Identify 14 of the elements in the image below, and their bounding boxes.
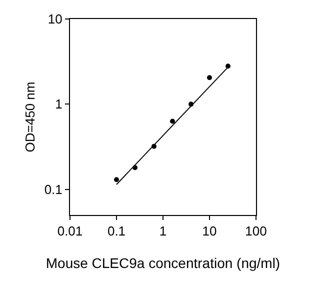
y-tick-label: 10 <box>48 12 62 27</box>
point <box>226 64 230 69</box>
x-tick-label: 1 <box>159 224 167 239</box>
x-tick-label: 0.01 <box>57 224 83 239</box>
x-tick-label: 0.1 <box>107 224 126 239</box>
x-axis-title: Mouse CLEC9a concentration (ng/ml) <box>46 254 280 271</box>
x-tick-label: 10 <box>202 224 217 239</box>
y-tick-label: 0.1 <box>44 182 62 197</box>
point <box>207 75 212 80</box>
point <box>114 177 119 182</box>
y-axis-title: OD=450 nm <box>22 82 38 152</box>
y-tick-label: 1 <box>55 96 62 112</box>
x-tick-label: 100 <box>245 224 267 239</box>
point <box>170 118 175 124</box>
